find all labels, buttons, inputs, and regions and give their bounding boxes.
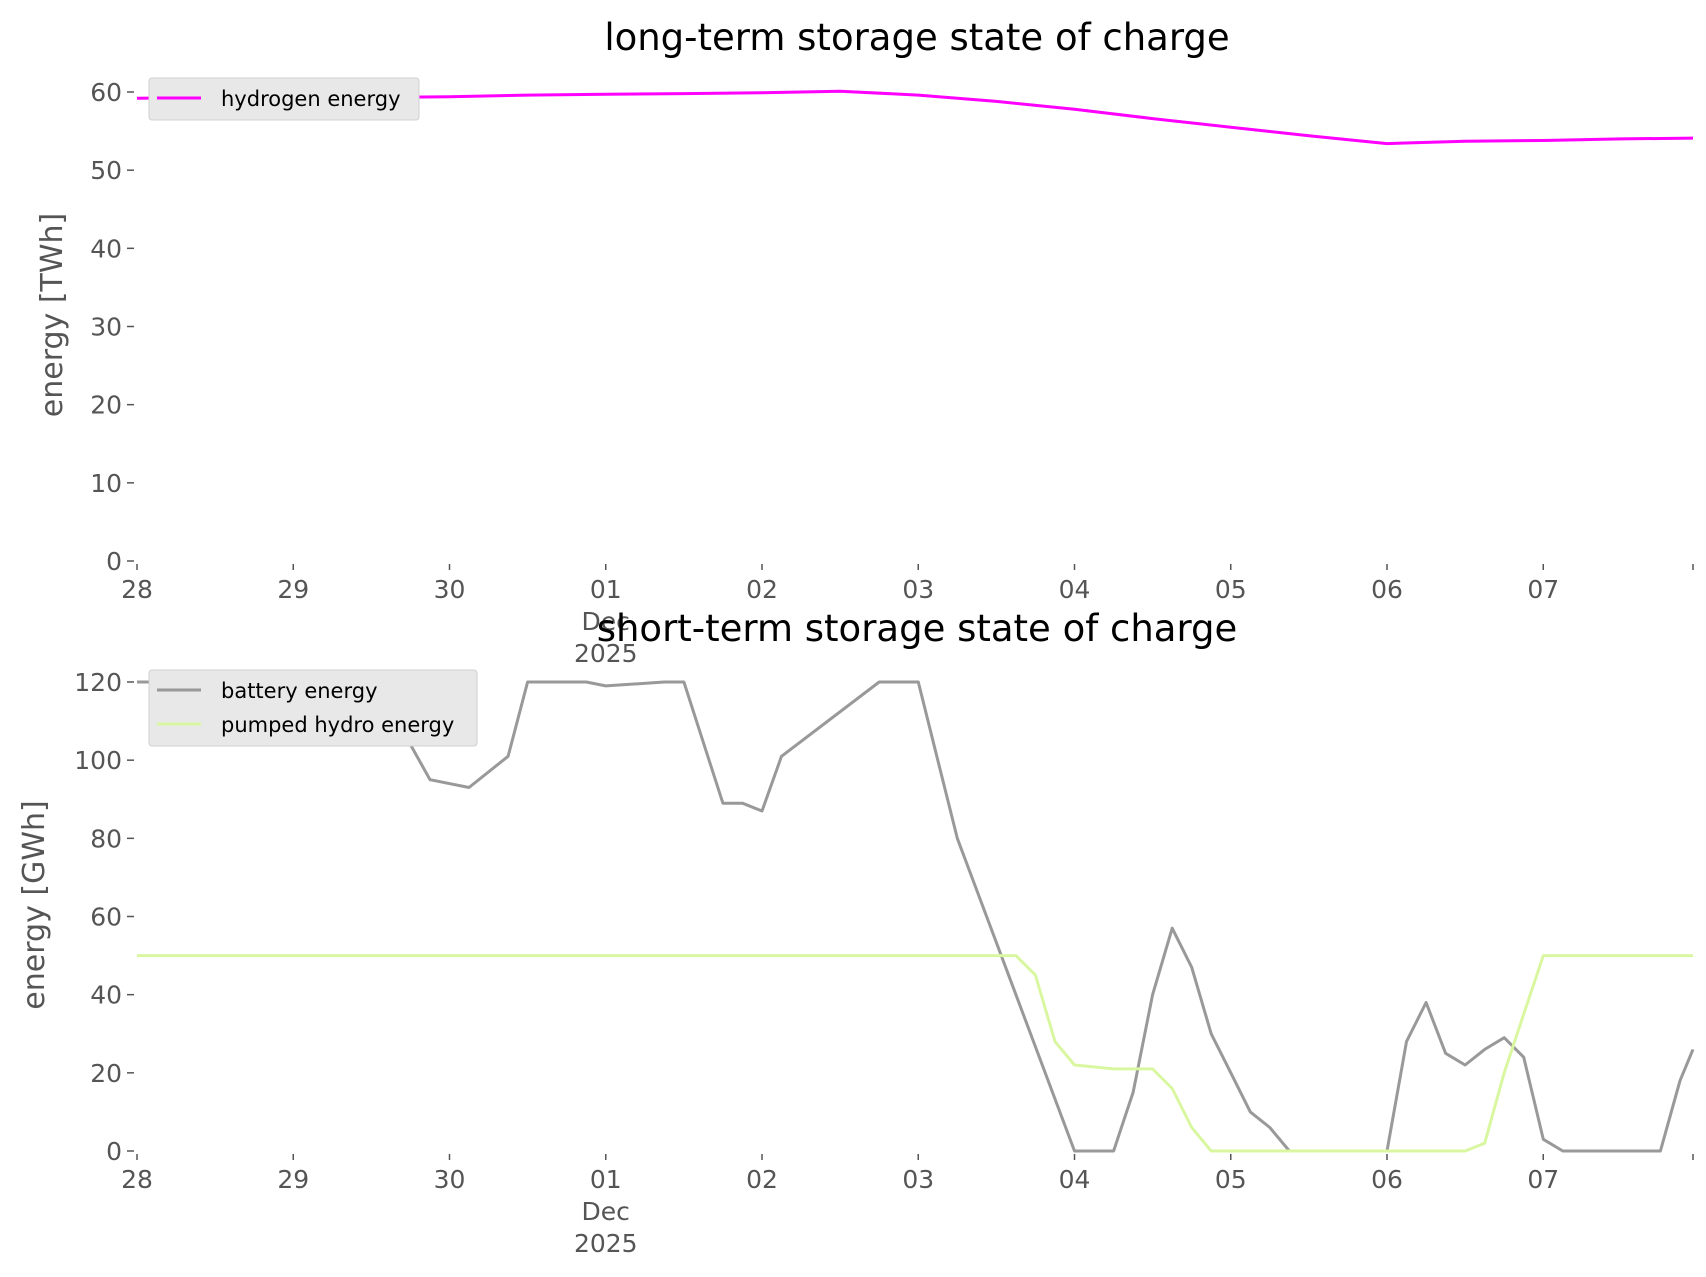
x-month-label: Dec [582, 1197, 630, 1226]
x-ticks: 28 29 30 01 Dec 2025 02 03 04 05 06 07 [121, 564, 1694, 668]
y-tick-label: 0 [106, 1137, 122, 1166]
y-tick-label: 20 [90, 391, 122, 420]
series-line-0 [137, 680, 1695, 1153]
x-tick-label: 04 [1059, 575, 1091, 604]
legend-label: pumped hydro energy [221, 713, 454, 737]
y-tick-label: 80 [90, 824, 122, 853]
x-tick-label: 07 [1527, 1165, 1559, 1194]
short-term-chart: short-term storage state of charge energ… [17, 607, 1695, 1258]
y-tick-label: 100 [74, 746, 122, 775]
x-tick-label: 01 [590, 575, 622, 604]
x-tick-label: 05 [1215, 575, 1247, 604]
legend-label: hydrogen energy [221, 87, 401, 111]
y-tick-label: 50 [90, 156, 122, 185]
y-tick-label: 30 [90, 313, 122, 342]
legend: battery energy pumped hydro energy [148, 669, 478, 747]
y-tick-label: 0 [106, 547, 122, 576]
x-year-label: 2025 [574, 1229, 638, 1258]
x-tick-label: 02 [746, 575, 778, 604]
y-ticks: 0 20 40 60 80 100 120 [74, 668, 134, 1166]
chart-title: short-term storage state of charge [597, 607, 1238, 650]
x-tick-label: 29 [277, 575, 309, 604]
x-tick-label: 05 [1215, 1165, 1247, 1194]
y-tick-label: 40 [90, 234, 122, 263]
y-ticks: 0 10 20 30 40 50 60 [90, 78, 134, 576]
x-tick-label: 02 [746, 1165, 778, 1194]
x-tick-label: 28 [121, 1165, 153, 1194]
x-ticks: 28 29 30 01 Dec 2025 02 03 04 05 06 07 [121, 1154, 1694, 1258]
y-tick-label: 40 [90, 981, 122, 1010]
x-tick-label: 03 [902, 575, 934, 604]
y-tick-label: 10 [90, 469, 122, 498]
x-tick-label: 30 [434, 1165, 466, 1194]
x-tick-label: 06 [1371, 1165, 1403, 1194]
x-month-label: Dec [582, 607, 630, 636]
y-tick-label: 120 [74, 668, 122, 697]
legend: hydrogen energy [148, 77, 420, 121]
x-tick-label: 03 [902, 1165, 934, 1194]
x-tick-label: 30 [434, 575, 466, 604]
x-tick-label: 07 [1527, 575, 1559, 604]
legend-box [148, 77, 420, 121]
legend-box [148, 669, 478, 747]
y-axis-label: energy [TWh] [35, 213, 70, 417]
y-axis-label: energy [GWh] [17, 800, 52, 1009]
x-tick-label: 29 [277, 1165, 309, 1194]
legend-label: battery energy [221, 679, 378, 703]
series-lines [137, 680, 1695, 1153]
y-tick-label: 60 [90, 903, 122, 932]
x-tick-label: 28 [121, 575, 153, 604]
y-tick-label: 20 [90, 1059, 122, 1088]
series-line-1 [137, 954, 1693, 1153]
x-tick-label: 04 [1059, 1165, 1091, 1194]
x-tick-label: 06 [1371, 575, 1403, 604]
long-term-chart: long-term storage state of charge energy… [35, 16, 1694, 668]
y-tick-label: 60 [90, 78, 122, 107]
chart-title: long-term storage state of charge [604, 16, 1229, 59]
x-year-label: 2025 [574, 639, 638, 668]
x-tick-label: 01 [590, 1165, 622, 1194]
